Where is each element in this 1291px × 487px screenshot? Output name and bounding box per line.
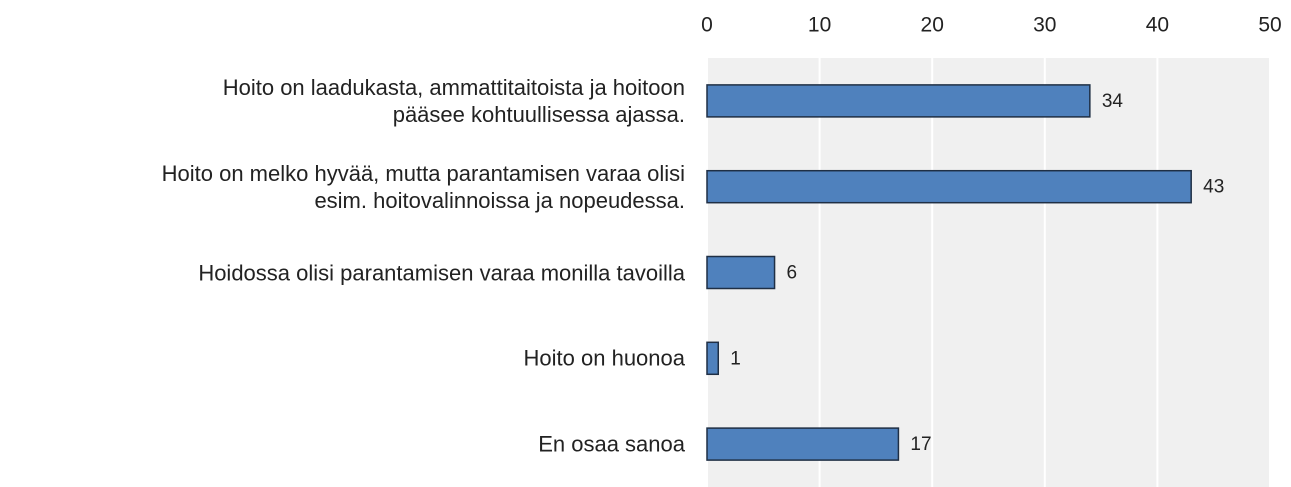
bar (706, 84, 1091, 118)
value-label: 6 (787, 263, 798, 284)
x-tick-label: 0 (701, 14, 713, 37)
x-tick-label: 10 (808, 14, 831, 37)
value-label: 43 (1203, 177, 1224, 198)
bar (706, 427, 900, 461)
category-label: En osaa sanoa (538, 431, 685, 457)
x-tick-label: 20 (921, 14, 944, 37)
value-label: 34 (1102, 91, 1124, 112)
category-label: Hoito on laadukasta, ammattitaitoista ja… (222, 74, 685, 127)
bar (706, 341, 720, 376)
value-label: 17 (910, 434, 931, 455)
category-label: Hoito on huonoa (523, 345, 685, 371)
value-label: 1 (730, 348, 741, 369)
x-tick-label: 40 (1146, 14, 1169, 37)
category-label: Hoito on melko hyvää, mutta parantamisen… (161, 160, 685, 213)
plot-area (707, 58, 1270, 487)
bar (706, 169, 1192, 204)
x-tick-label: 30 (1033, 14, 1056, 37)
x-tick-label: 50 (1258, 14, 1281, 37)
bar (706, 255, 776, 290)
category-label: Hoidossa olisi parantamisen varaa monill… (198, 260, 685, 285)
